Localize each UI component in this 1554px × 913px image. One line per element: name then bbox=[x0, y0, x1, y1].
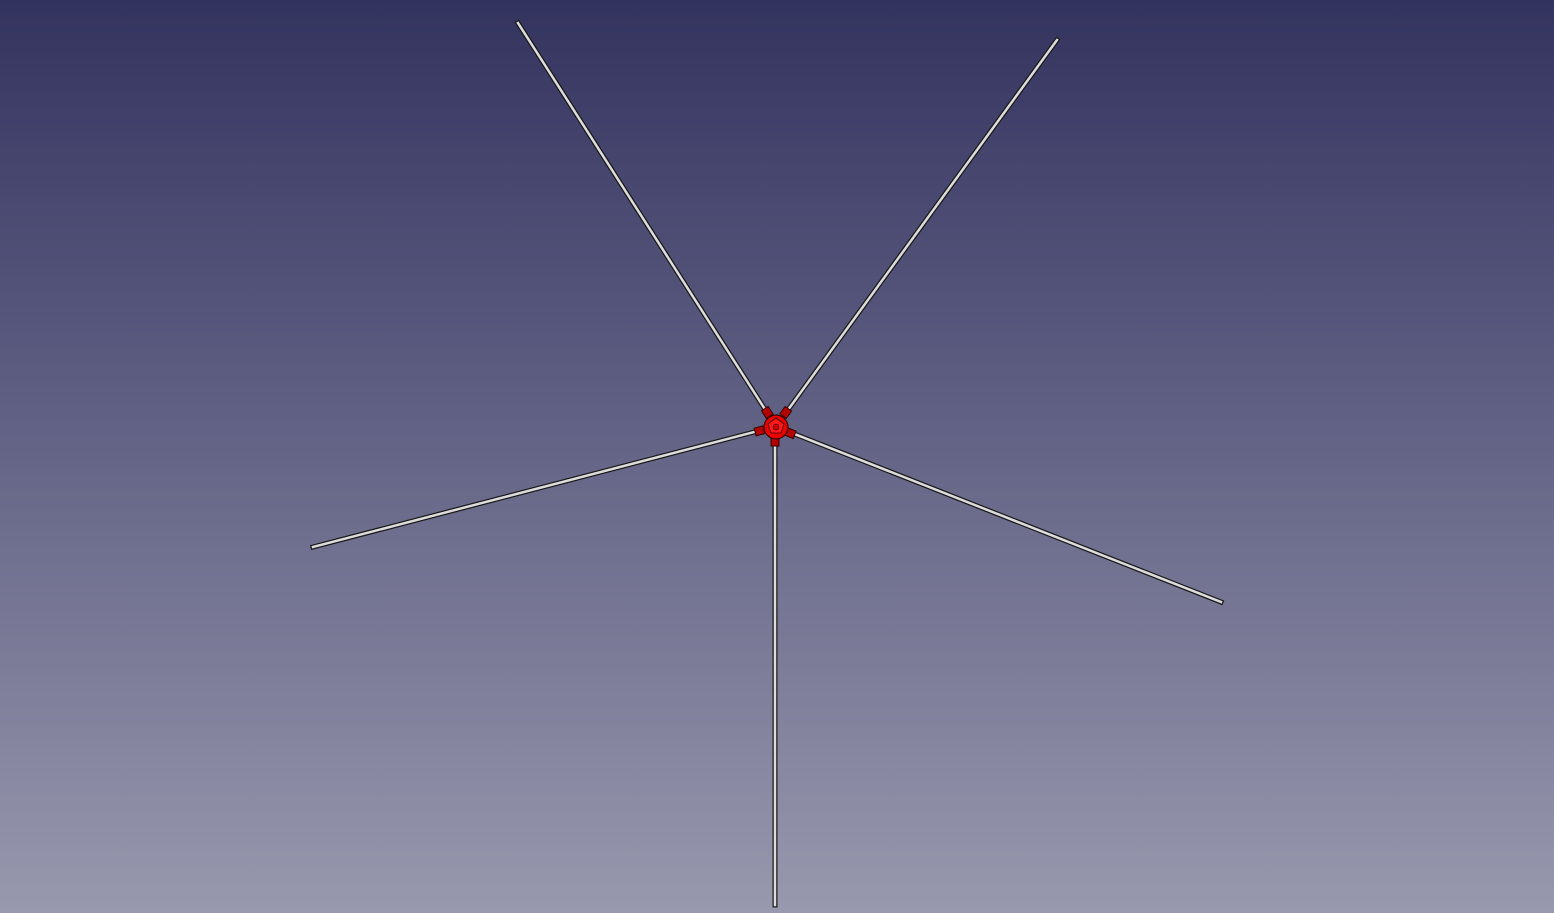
hub-connector[interactable] bbox=[753, 405, 797, 447]
rod-right[interactable] bbox=[788, 429, 1225, 606]
rod-upper-left[interactable] bbox=[514, 19, 772, 418]
rod-upper-right[interactable] bbox=[781, 36, 1061, 418]
rod-left[interactable] bbox=[309, 427, 762, 551]
